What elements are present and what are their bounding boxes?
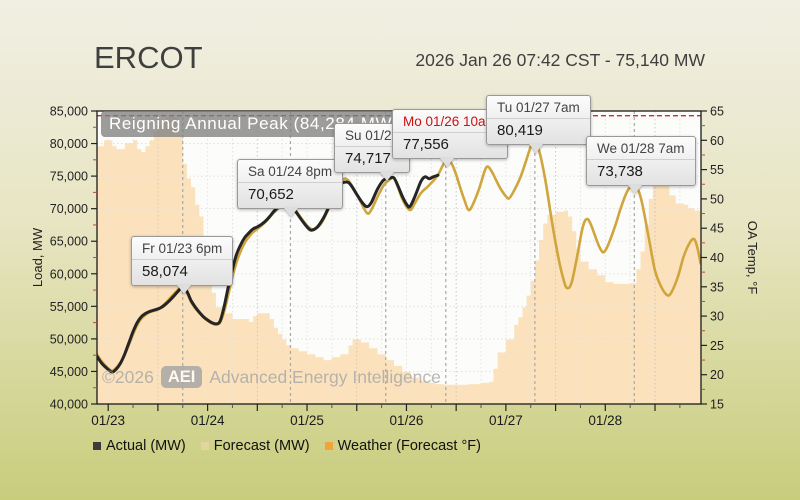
header-datetime: 2026 Jan 26 07:42 CST - 75,140 MW <box>415 50 705 70</box>
legend-item-actual[interactable]: Actual (MW) <box>93 438 186 454</box>
legend-swatch <box>324 442 333 450</box>
callout-day-label: Mo 01/26 10am <box>393 110 507 133</box>
callout-peak-value: 73,738 <box>597 163 643 180</box>
callout-day-label: Tu 01/27 7am <box>487 96 590 119</box>
x-axis-date-label: 01/27 <box>489 413 523 428</box>
legend-label: Actual (MW) <box>106 438 186 454</box>
svg-text:40: 40 <box>710 251 724 265</box>
legend-item-weather[interactable]: Weather (Forecast °F) <box>324 438 481 454</box>
svg-text:50,000: 50,000 <box>50 332 88 346</box>
y-right-axis-title: OA Temp, °F <box>745 221 760 295</box>
callout-pointer <box>284 208 299 217</box>
watermark-name: Advanced Energy Intelligence <box>209 366 441 387</box>
legend-label: Weather (Forecast °F) <box>337 438 481 454</box>
svg-text:50: 50 <box>710 192 724 206</box>
x-axis-date-label: 01/23 <box>91 413 125 428</box>
legend-item-forecast[interactable]: Forecast (MW) <box>200 438 310 454</box>
callout-peak-value: 77,556 <box>403 136 449 153</box>
svg-text:70,000: 70,000 <box>50 202 88 216</box>
svg-text:40,000: 40,000 <box>50 398 88 412</box>
legend-label: Forecast (MW) <box>213 438 310 454</box>
legend-swatch <box>200 442 209 450</box>
peak-callout: We 01/28 7am 73,738 <box>586 136 696 194</box>
svg-text:55: 55 <box>710 163 724 177</box>
legend-swatch <box>93 442 101 450</box>
page-title: ERCOT <box>94 40 203 75</box>
svg-text:30: 30 <box>710 310 724 324</box>
svg-text:65: 65 <box>710 105 724 119</box>
y-left-axis-title: Load, MW <box>30 227 45 287</box>
svg-text:25: 25 <box>710 339 724 353</box>
x-axis-date-label: 01/25 <box>290 413 324 428</box>
x-axis-date-label: 01/28 <box>588 413 622 428</box>
svg-text:35: 35 <box>710 280 724 294</box>
actual-line <box>97 173 440 374</box>
callout-day-label: We 01/28 7am <box>587 137 695 160</box>
callout-pointer <box>628 185 643 194</box>
svg-text:80,000: 80,000 <box>50 137 88 151</box>
watermark-copyright: ©2026 <box>102 366 154 387</box>
svg-text:60,000: 60,000 <box>50 267 88 281</box>
callout-day-label: Su 01/25 <box>335 124 410 147</box>
svg-text:85,000: 85,000 <box>50 105 88 119</box>
callout-pointer <box>176 285 191 294</box>
callout-peak-value: 58,074 <box>142 263 188 280</box>
callout-peak-value: 80,419 <box>497 122 543 139</box>
callout-day-label: Sa 01/24 8pm <box>238 160 343 183</box>
peak-callout: Fr 01/23 6pm 58,074 <box>131 236 234 294</box>
callout-day-label: Fr 01/23 6pm <box>132 237 233 260</box>
svg-text:65,000: 65,000 <box>50 235 88 249</box>
svg-text:55,000: 55,000 <box>50 300 88 314</box>
weather-forecast-area <box>97 116 701 404</box>
callout-peak-value: 74,717 <box>345 150 391 167</box>
svg-text:15: 15 <box>710 398 724 412</box>
peak-callout: Tu 01/27 7am 80,419 <box>486 95 591 153</box>
x-axis-date-label: 01/26 <box>390 413 424 428</box>
x-axis-date-label: 01/24 <box>191 413 225 428</box>
watermark: ©2026 AEI Advanced Energy Intelligence <box>102 366 441 388</box>
callout-pointer <box>439 158 454 167</box>
peak-callout: Sa 01/24 8pm 70,652 <box>237 159 344 217</box>
callout-pointer <box>379 172 394 181</box>
svg-text:60: 60 <box>710 134 724 148</box>
svg-text:20: 20 <box>710 368 724 382</box>
svg-text:45: 45 <box>710 222 724 236</box>
aei-logo-badge: AEI <box>160 366 203 388</box>
svg-text:75,000: 75,000 <box>50 170 88 184</box>
callout-peak-value: 70,652 <box>248 186 294 203</box>
chart-legend: Actual (MW) Forecast (MW) Weather (Forecas… <box>93 438 481 454</box>
svg-text:45,000: 45,000 <box>50 365 88 379</box>
callout-pointer <box>528 144 543 153</box>
